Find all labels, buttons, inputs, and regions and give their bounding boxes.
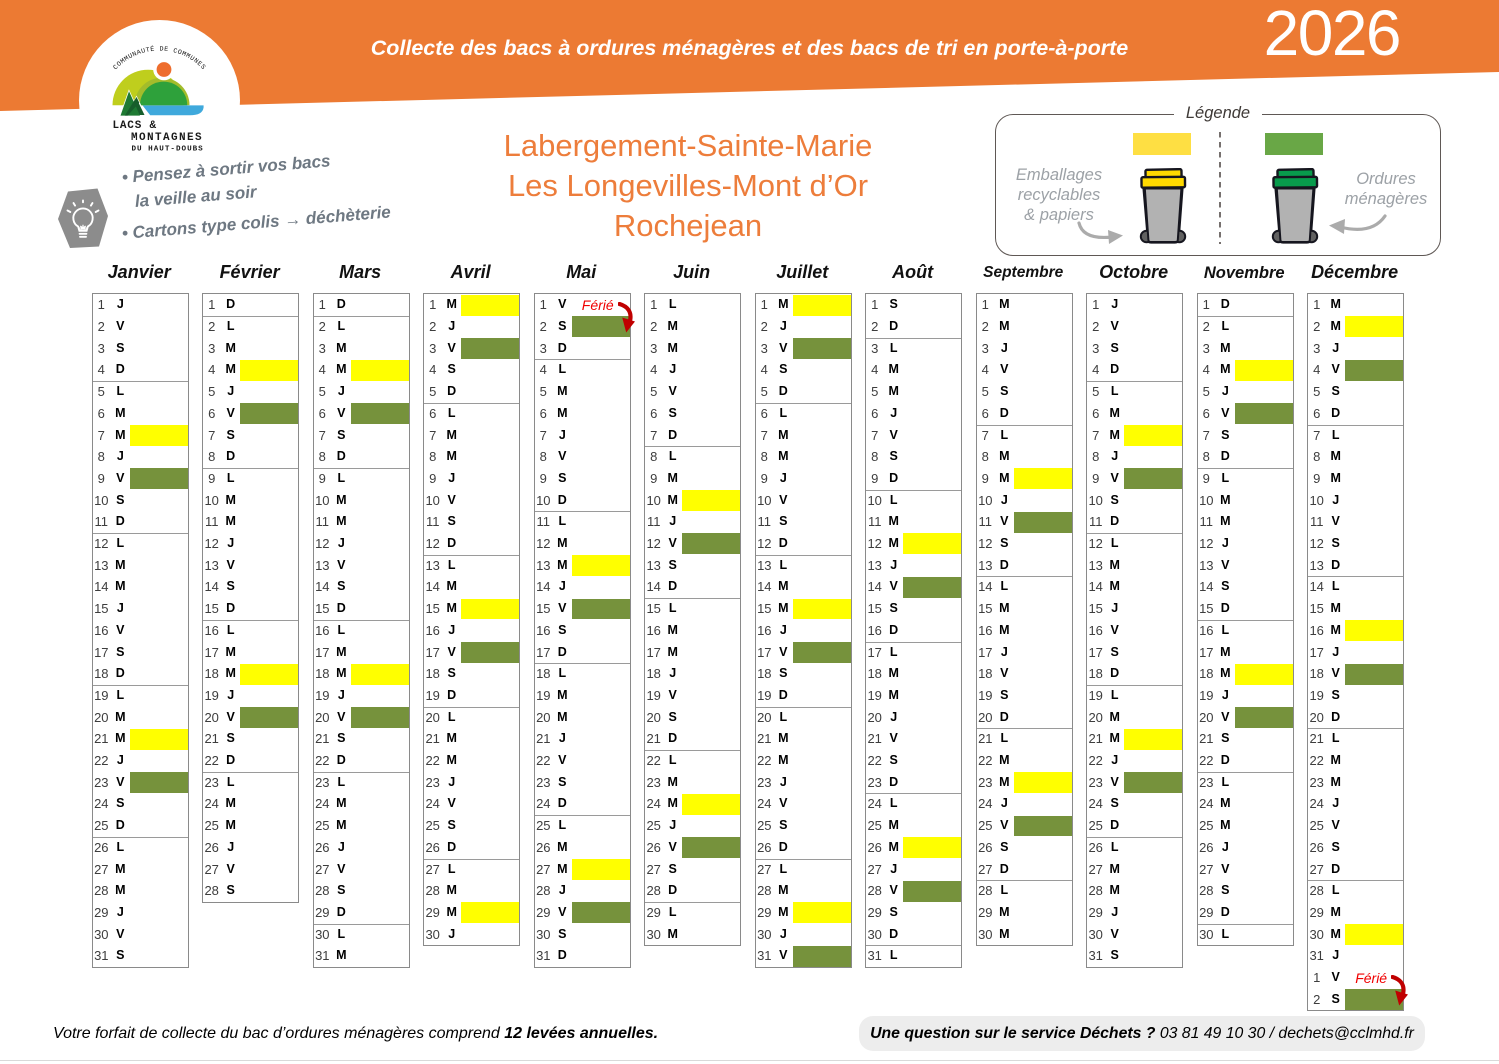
svg-text:MONTAGNES: MONTAGNES [131, 132, 203, 144]
svg-text:LACS &: LACS & [112, 120, 156, 132]
svg-text:DU HAUT-DOUBS: DU HAUT-DOUBS [131, 145, 203, 153]
